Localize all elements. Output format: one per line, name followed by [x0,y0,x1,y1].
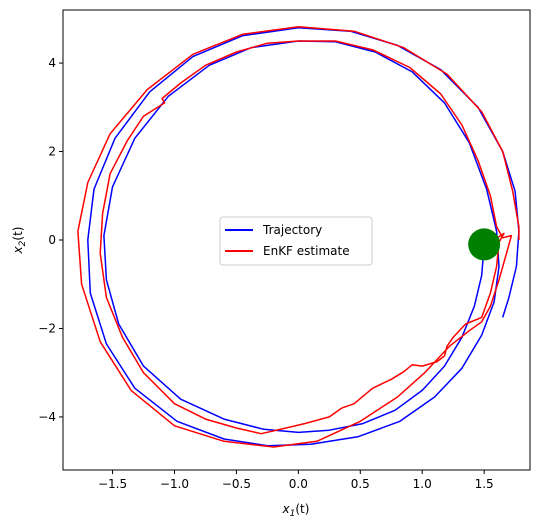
initial-state-marker [468,228,501,261]
y-tick-label: 0 [48,233,56,247]
x-tick-label: 1.5 [475,477,494,491]
x-tick-label: 0.0 [289,477,308,491]
plot-layer [77,26,520,448]
y-tick-label: 2 [48,145,56,159]
y-tick-label: −4 [38,410,56,424]
series-line-enkf-estimate [77,26,520,448]
x-tick-label: 1.0 [413,477,432,491]
legend-label-enkf: EnKF estimate [263,244,350,258]
y-axis-ticks: −4 −2 0 2 4 [38,56,63,424]
x-tick-label: −1.0 [160,477,189,491]
y-tick-label: 4 [48,56,56,70]
legend-label-trajectory: Trajectory [262,223,322,237]
x-axis-ticks: −1.5 −1.0 −0.5 0.0 0.5 1.0 1.5 [98,470,494,491]
x-axis-label: x1(t) [282,502,310,519]
legend-box [219,216,373,266]
y-axis-label: x2(t) [11,227,28,255]
x-tick-label: −0.5 [222,477,251,491]
x-tick-label: −1.5 [98,477,127,491]
y-tick-label: −2 [38,321,56,335]
x-tick-label: 0.5 [351,477,370,491]
legend: Trajectory EnKF estimate [219,216,373,266]
series-line-trajectory [87,26,520,447]
